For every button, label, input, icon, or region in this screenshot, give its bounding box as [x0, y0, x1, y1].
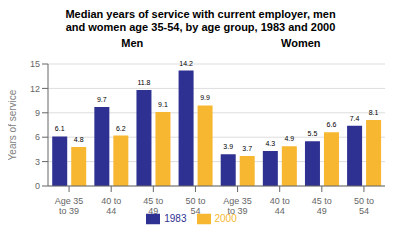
svg-text:4.3: 4.3 — [265, 140, 275, 147]
svg-text:6.1: 6.1 — [55, 125, 65, 132]
svg-text:3: 3 — [35, 157, 40, 167]
svg-text:14.2: 14.2 — [179, 60, 193, 67]
svg-text:40 to44: 40 to44 — [270, 196, 290, 216]
svg-text:6.6: 6.6 — [327, 121, 337, 128]
svg-text:5.5: 5.5 — [308, 130, 318, 137]
svg-text:12: 12 — [30, 84, 40, 94]
svg-text:11.8: 11.8 — [137, 79, 150, 86]
svg-text:6: 6 — [35, 132, 40, 142]
svg-text:9.1: 9.1 — [158, 101, 168, 108]
svg-text:6.2: 6.2 — [116, 125, 126, 132]
svg-text:9: 9 — [35, 108, 40, 118]
html-text:Women: Women — [281, 37, 321, 49]
html-text:2000: 2000 — [214, 212, 237, 224]
svg-text:3.7: 3.7 — [242, 145, 252, 152]
svg-text:3.9: 3.9 — [223, 143, 233, 150]
svg-text:50 to54: 50 to54 — [185, 196, 205, 216]
svg-text:9.7: 9.7 — [97, 96, 107, 103]
svg-text:Age 35to 39: Age 35to 39 — [223, 196, 252, 216]
svg-text:7.4: 7.4 — [350, 115, 360, 122]
html-text:1983: 1983 — [164, 212, 187, 224]
svg-text:0: 0 — [35, 181, 40, 191]
svg-text:15: 15 — [30, 59, 40, 69]
svg-text:45 to49: 45 to49 — [312, 196, 332, 216]
html-text:Median years of service with c: Median years of service with current emp… — [65, 8, 336, 20]
svg-text:50 to54: 50 to54 — [354, 196, 374, 216]
svg-text:Age 35to 39: Age 35to 39 — [55, 196, 84, 216]
svg-text:4.8: 4.8 — [74, 136, 84, 143]
html-text:and women age 35-54, by age gr: and women age 35-54, by age group, 1983 … — [65, 21, 336, 33]
svg-text:4.9: 4.9 — [284, 135, 294, 142]
html-text:Men: Men — [121, 37, 144, 49]
svg-text:40 to44: 40 to44 — [101, 196, 121, 216]
svg-text:Years of service: Years of service — [8, 89, 18, 160]
svg-text:9.9: 9.9 — [200, 94, 210, 101]
svg-text:8.1: 8.1 — [369, 109, 379, 116]
svg-text:45 to49: 45 to49 — [143, 196, 163, 216]
